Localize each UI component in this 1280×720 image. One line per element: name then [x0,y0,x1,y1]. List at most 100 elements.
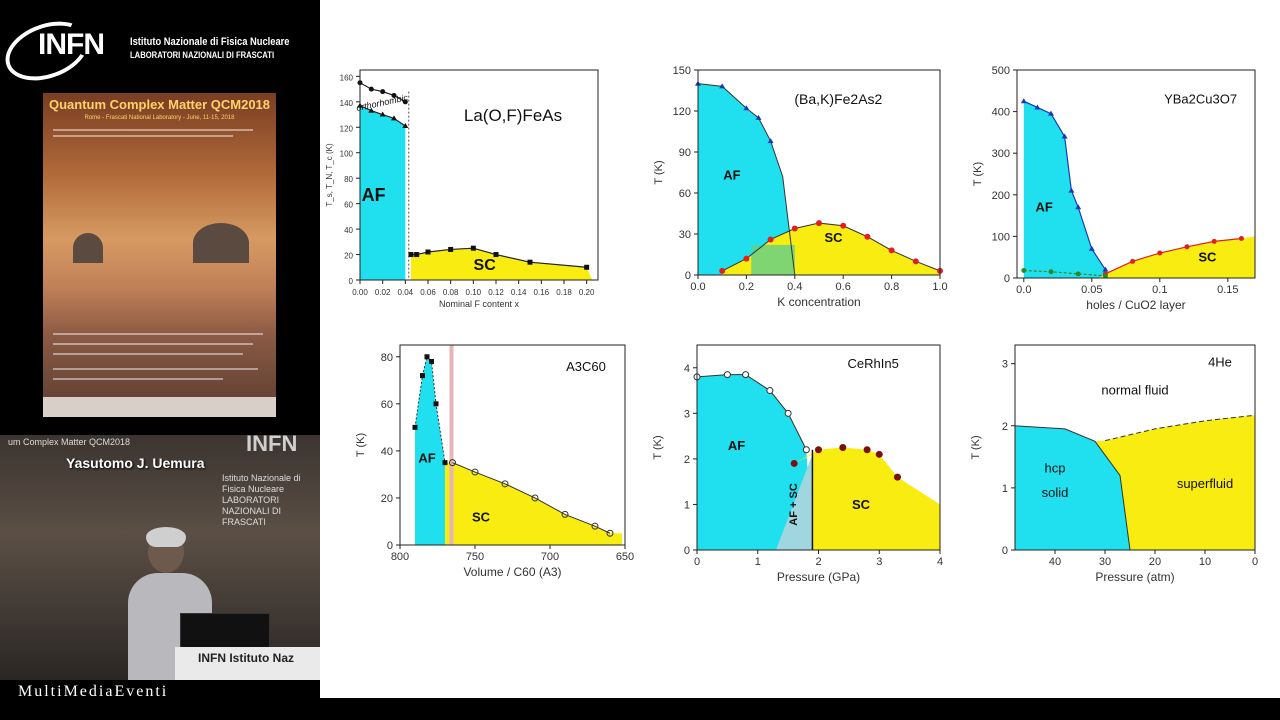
solid-region [1015,425,1130,550]
ts-point [391,92,397,98]
video-banner-right: INFN [246,435,298,456]
boundary-band [449,345,454,545]
af-region [697,374,813,550]
tc-point [893,473,901,481]
x-axis-label: Volume / C60 (A3) [463,565,561,579]
tc-point [888,247,895,254]
y-tick-label: 120 [673,106,691,118]
title-box [448,89,587,230]
poster-text-line [53,333,263,335]
coexist-label: AF + SC [788,483,800,526]
tn-point [802,446,810,454]
tn-point [379,111,386,117]
y-tick-label: 0 [1002,545,1008,557]
x-tick-label: 0.10 [466,288,482,297]
tc-point [561,510,569,518]
x-axis-label: K concentration [777,295,860,309]
tn-point [1034,104,1041,110]
tn-point [420,373,425,379]
logo-text: INFN [38,28,105,61]
x-tick-label: 0.8 [884,281,899,293]
tg-line [1023,269,1106,277]
y-tick-label: 60 [344,201,353,210]
y-axis-label: T_s, T_N, T_c (K) [325,143,334,207]
sc-region [794,447,940,550]
tc-point [425,249,431,255]
tc-point [408,252,414,258]
af-region [698,83,795,276]
speaker-name: Yasutomo J. Uemura [66,455,205,471]
plot-frame [359,69,599,281]
chart-title: 4He [1208,355,1232,370]
podium [175,647,320,680]
x-tick-label: 1 [755,556,761,568]
tn-point [767,138,774,144]
solid-label: solid [1042,485,1069,500]
x-tick-label: 2 [815,556,821,568]
tc-point [501,480,509,488]
tc-point [606,529,614,537]
x-tick-label: 0.05 [1081,284,1102,296]
sc-region [411,248,593,280]
y-tick-label: 60 [679,188,691,200]
poster-text-line [53,135,233,137]
video-institute: Istituto Nazionale di Fisica Nucleare LA… [222,473,320,528]
tn-point [402,123,409,128]
tg-point [1048,269,1054,275]
x-tick-label: 750 [466,551,484,563]
y-tick-label: 100 [992,231,1010,243]
poster-subtitle: Rome - Frascati National Laboratory - Ju… [84,115,235,121]
tc-point [493,252,499,258]
chart-title: La(O,F)FeAs [464,106,562,125]
x-tick-label: 0.4 [787,281,802,293]
tn-point [1102,266,1109,272]
tc-point [414,252,420,258]
lambda-line [1104,414,1256,442]
tn-point [723,371,731,379]
chart-title: A3C60 [566,359,606,374]
x-axis-label: Nominal F content x [439,299,520,309]
superfluid-label: superfluid [1177,476,1233,491]
tc-point [470,245,476,251]
y-tick-label: 160 [340,73,354,82]
x-tick-label: 30 [1099,556,1111,568]
tn-point [412,424,418,430]
tc-point [719,267,726,274]
af-label: AF [1036,199,1053,214]
chart-title: (Ba,K)Fe2As2 [794,91,882,107]
y-tick-label: 80 [381,352,393,364]
sc-label: SC [1198,249,1217,264]
sc-label: SC [852,497,871,512]
x-tick-label: 0.0 [690,281,705,293]
y-tick-label: 40 [381,446,393,458]
institute-name: Istituto Nazionale di Fisica Nucleare [130,36,290,48]
y-tick-label: 400 [992,107,1010,119]
tn-point [742,371,750,379]
tn-point [391,115,397,121]
x-tick-label: 0.06 [420,288,436,297]
plot-frame [399,344,626,546]
tc-point [1238,235,1244,241]
poster-title: Quantum Complex Matter QCM2018 [48,97,271,112]
tn-point [1020,98,1027,104]
y-tick-label: 2 [684,454,690,466]
x-tick-label: 0.18 [556,288,572,297]
y-tick-label: 300 [992,148,1010,160]
x-tick-label: 0.0 [1016,284,1031,296]
x-axis-label: Pressure (GPa) [777,570,860,584]
x-tick-label: 0.1 [1152,284,1167,296]
tc-point [743,255,750,262]
y-tick-label: 0 [1004,273,1010,285]
y-tick-label: 30 [679,229,691,241]
bottom-bar [0,698,1280,720]
tn-point [719,83,726,89]
y-tick-label: 0 [349,277,354,286]
plot-frame [1014,344,1256,551]
superfluid-region [1095,415,1255,550]
conference-poster: Quantum Complex Matter QCM2018 Rome - Fr… [43,93,276,417]
laptop [180,613,270,651]
tn-point [743,105,750,111]
infn-logo: INFN Istituto Nazionale di Fisica Nuclea… [0,10,320,92]
tn-point [1061,133,1068,139]
